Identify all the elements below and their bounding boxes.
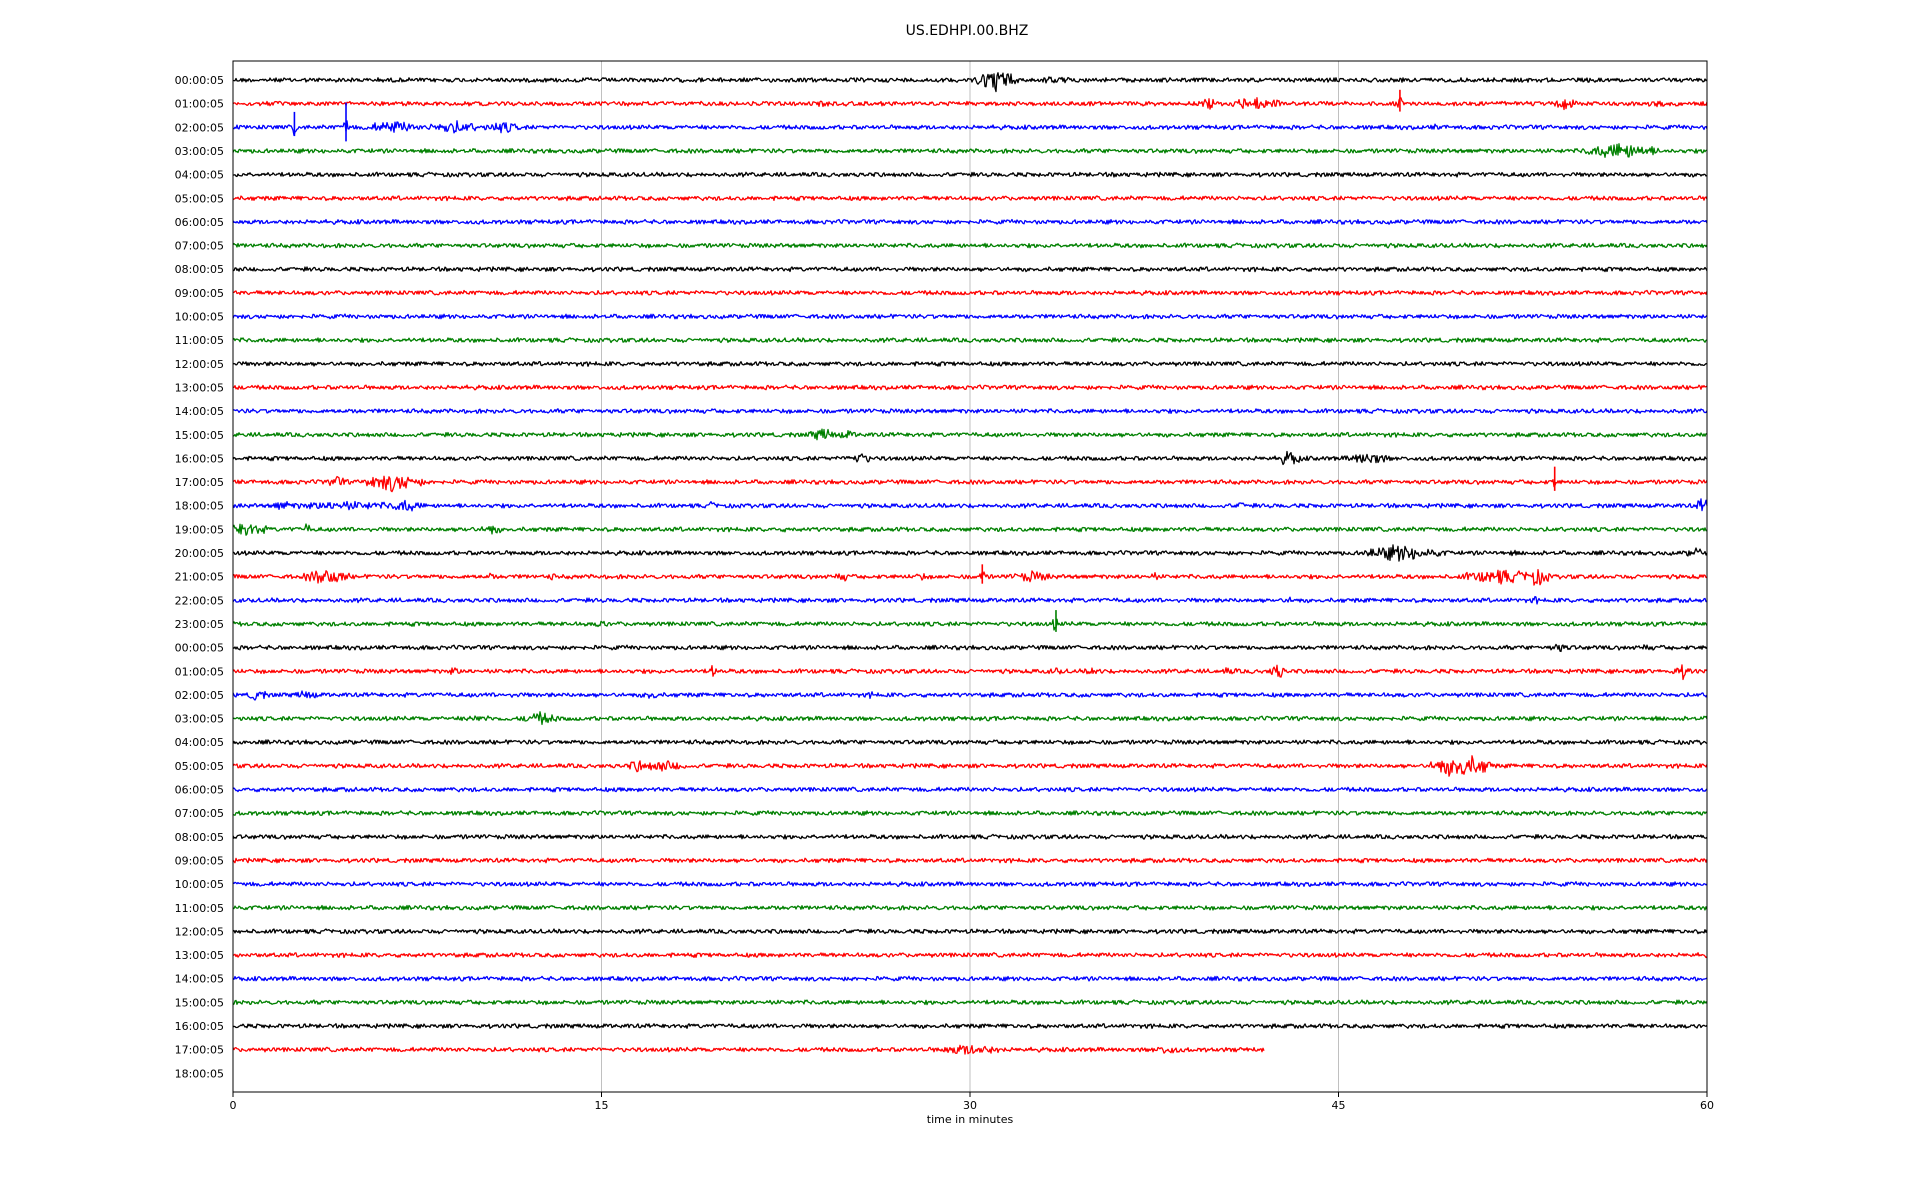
row-label: 09:00:05	[175, 854, 224, 867]
trace-row-8	[232, 266, 1708, 273]
row-label: 02:00:05	[175, 689, 224, 702]
trace-row-36	[232, 928, 1708, 935]
row-label: 08:00:05	[175, 263, 224, 276]
trace-row-5	[232, 195, 1708, 202]
row-time-labels: 00:00:05 01:00:05 02:00:05 03:00:05 04:00:05…	[175, 74, 224, 1080]
row-label: 22:00:05	[175, 594, 224, 607]
trace-row-35	[232, 904, 1708, 911]
x-axis-label: time in minutes	[927, 1113, 1014, 1126]
x-tick-label: 15	[595, 1099, 609, 1112]
trace-row-4	[232, 171, 1708, 178]
trace-row-28	[232, 739, 1708, 746]
trace-rows	[232, 72, 1708, 1055]
trace-row-12	[232, 360, 1708, 367]
trace-row-27	[232, 711, 1708, 726]
row-label: 10:00:05	[175, 311, 224, 324]
trace-row-3	[232, 143, 1708, 158]
trace-row-38	[232, 975, 1708, 982]
x-axis-ticks: 0 15 30 45 60	[230, 1092, 1714, 1112]
row-label: 18:00:05	[175, 500, 224, 513]
row-label: 00:00:05	[175, 74, 224, 87]
trace-row-25	[232, 664, 1708, 681]
trace-row-21	[232, 568, 1708, 586]
trace-row-34	[232, 881, 1708, 888]
trace-row-29	[232, 755, 1708, 777]
trace-row-11	[232, 337, 1708, 344]
row-label: 07:00:05	[175, 240, 224, 253]
row-label: 05:00:05	[175, 760, 224, 773]
x-tick-label: 60	[1700, 1099, 1714, 1112]
trace-row-14	[232, 408, 1708, 415]
row-label: 04:00:05	[175, 736, 224, 749]
trace-row-33	[232, 857, 1708, 864]
trace-row-39	[232, 999, 1708, 1006]
trace-row-20	[232, 544, 1708, 562]
row-label: 12:00:05	[175, 358, 224, 371]
trace-row-13	[232, 384, 1708, 391]
row-label: 17:00:05	[175, 476, 224, 489]
x-tick-label: 30	[963, 1099, 977, 1112]
chart-title: US.EDHPI.00.BHZ	[906, 23, 1029, 39]
trace-row-1	[232, 97, 1708, 111]
row-label: 07:00:05	[175, 807, 224, 820]
row-label: 06:00:05	[175, 784, 224, 797]
row-label: 16:00:05	[175, 1020, 224, 1033]
row-label: 03:00:05	[175, 713, 224, 726]
row-label: 02:00:05	[175, 121, 224, 134]
x-tick-label: 0	[230, 1099, 237, 1112]
row-label: 09:00:05	[175, 287, 224, 300]
row-label: 11:00:05	[175, 902, 224, 915]
row-label: 11:00:05	[175, 334, 224, 347]
trace-row-31	[232, 810, 1708, 817]
trace-row-30	[232, 786, 1708, 793]
row-label: 00:00:05	[175, 642, 224, 655]
trace-row-26	[232, 690, 1708, 701]
row-label: 18:00:05	[175, 1067, 224, 1080]
row-label: 01:00:05	[175, 665, 224, 678]
trace-row-15	[232, 428, 1708, 441]
trace-row-18	[232, 498, 1708, 512]
trace-row-37	[232, 952, 1708, 959]
trace-row-22	[232, 595, 1708, 605]
trace-row-23	[232, 618, 1708, 631]
row-label: 05:00:05	[175, 192, 224, 205]
trace-row-16	[232, 450, 1707, 466]
trace-row-9	[232, 289, 1708, 296]
row-label: 04:00:05	[175, 169, 224, 182]
trace-row-6	[232, 218, 1708, 225]
row-label: 10:00:05	[175, 878, 224, 891]
row-label: 01:00:05	[175, 98, 224, 111]
row-label: 14:00:05	[175, 405, 224, 418]
trace-row-10	[232, 313, 1708, 320]
trace-row-0	[232, 72, 1708, 93]
trace-row-32	[232, 833, 1708, 840]
trace-row-19	[232, 523, 1708, 536]
trace-row-7	[232, 242, 1708, 249]
row-label: 12:00:05	[175, 925, 224, 938]
row-label: 03:00:05	[175, 145, 224, 158]
row-label: 21:00:05	[175, 571, 224, 584]
row-label: 23:00:05	[175, 618, 224, 631]
row-label: 17:00:05	[175, 1044, 224, 1057]
trace-row-2	[232, 120, 1708, 136]
row-label: 20:00:05	[175, 547, 224, 560]
row-label: 14:00:05	[175, 973, 224, 986]
row-label: 06:00:05	[175, 216, 224, 229]
row-label: 19:00:05	[175, 523, 224, 536]
trace-row-17	[232, 475, 1708, 493]
row-label: 08:00:05	[175, 831, 224, 844]
row-label: 16:00:05	[175, 452, 224, 465]
trace-row-40	[232, 1023, 1708, 1030]
row-label: 13:00:05	[175, 949, 224, 962]
row-label: 15:00:05	[175, 996, 224, 1009]
row-label: 15:00:05	[175, 429, 224, 442]
trace-row-41	[232, 1044, 1265, 1055]
trace-row-24	[232, 643, 1708, 653]
x-tick-label: 45	[1332, 1099, 1346, 1112]
row-label: 13:00:05	[175, 381, 224, 394]
